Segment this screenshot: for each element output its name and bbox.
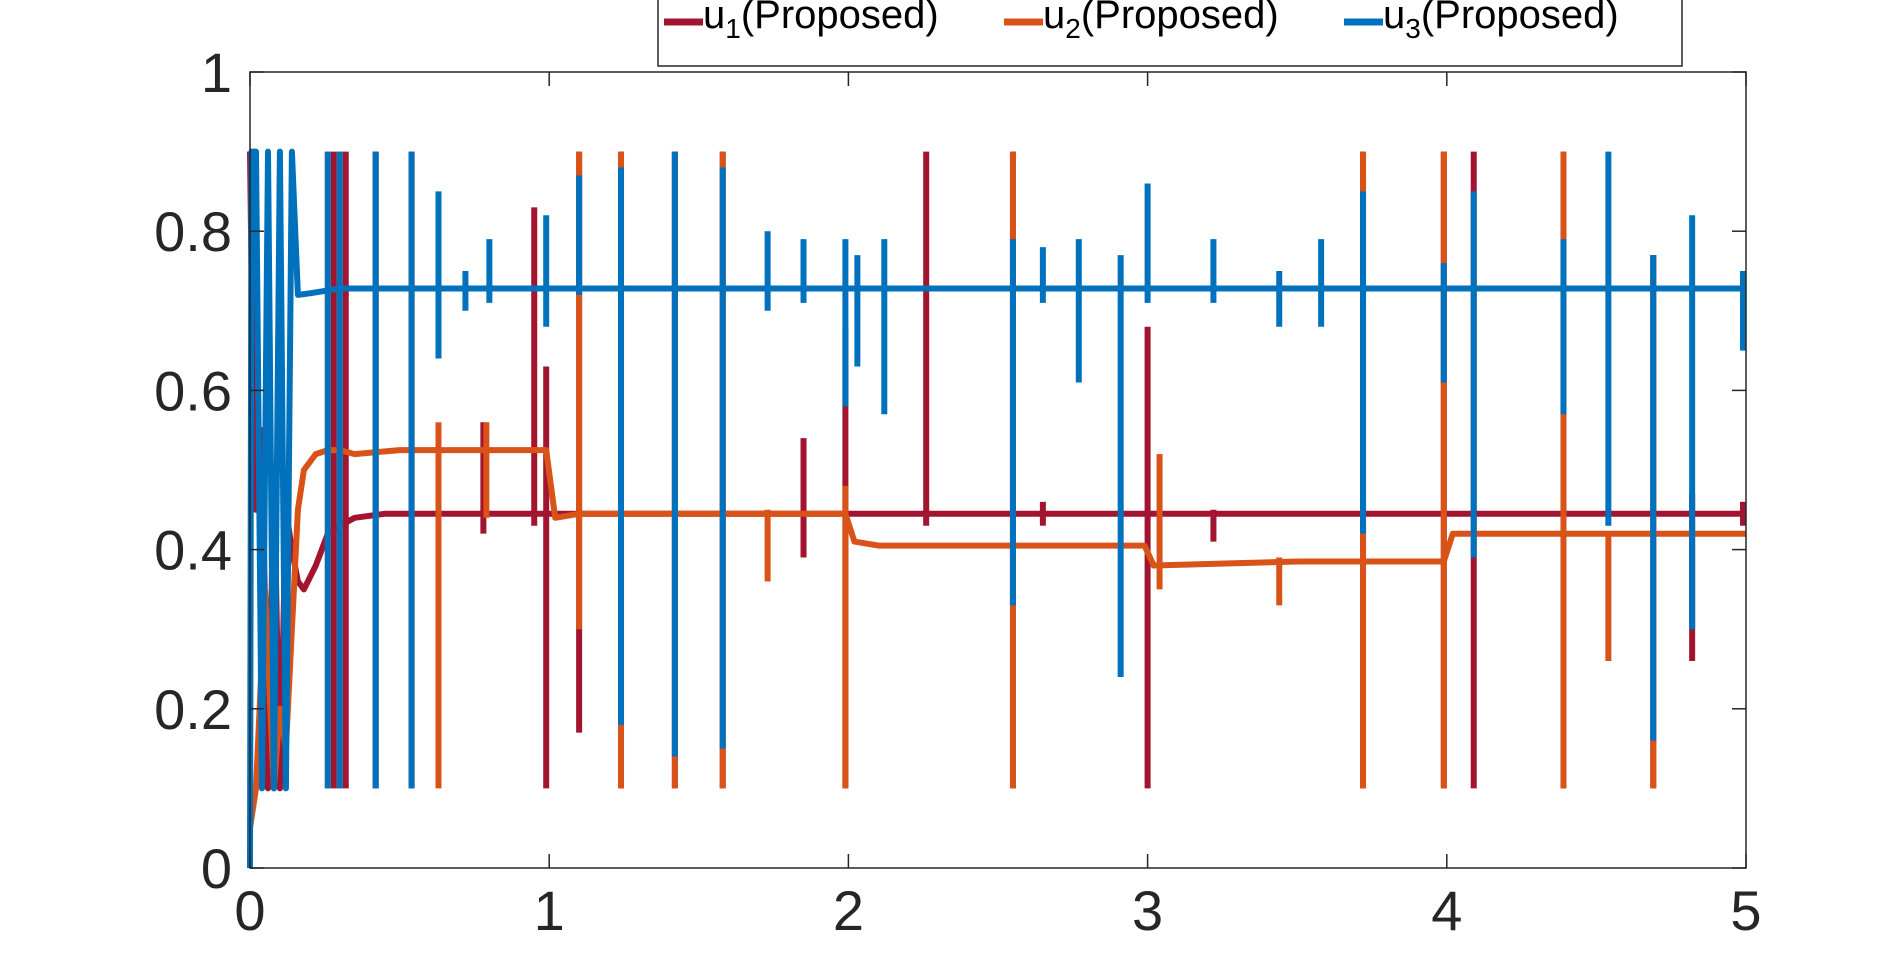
y-tick-label: 0.8 [154,200,232,263]
series-u3 [247,148,1747,869]
y-tick-label: 0 [201,837,232,900]
legend-box [657,0,1683,67]
legend: u1(Proposed) u2(Proposed) u3(Proposed) [657,0,1683,67]
x-tick-label: 5 [1730,879,1761,942]
series-layer [247,148,1747,869]
y-tick-label: 1 [201,41,232,104]
legend-label-u2-main: u [1043,0,1065,37]
legend-label-u2-rest: (Proposed) [1081,0,1279,37]
axes-box [249,71,1747,869]
series-line-u3 [247,148,1746,869]
legend-label-u3-main: u [1383,0,1405,37]
legend-label-u2: u2(Proposed) [1043,0,1279,44]
x-tick-label: 4 [1431,879,1462,942]
legend-label-u3-sub: 3 [1405,13,1421,44]
x-tick-label: 3 [1132,879,1163,942]
plot-background [250,72,1746,868]
x-tick-label: 1 [534,879,565,942]
legend-label-u3-rest: (Proposed) [1421,0,1619,37]
legend-label-u3: u3(Proposed) [1383,0,1619,44]
legend-label-u2-sub: 2 [1065,13,1081,44]
y-tick-label: 0.6 [154,359,232,422]
x-tick-label: 0 [234,879,265,942]
ticks-layer: 0 1 2 3 4 5 0 0.2 0.4 0.6 0.8 1 [154,41,1761,942]
legend-label-u1-main: u [703,0,725,37]
legend-label-u1: u1(Proposed) [703,0,939,44]
y-tick-label: 0.4 [154,519,232,582]
y-tick-label: 0.2 [154,678,232,741]
legend-label-u1-sub: 1 [725,13,741,44]
x-tick-label: 2 [833,879,864,942]
legend-label-u1-rest: (Proposed) [741,0,939,37]
